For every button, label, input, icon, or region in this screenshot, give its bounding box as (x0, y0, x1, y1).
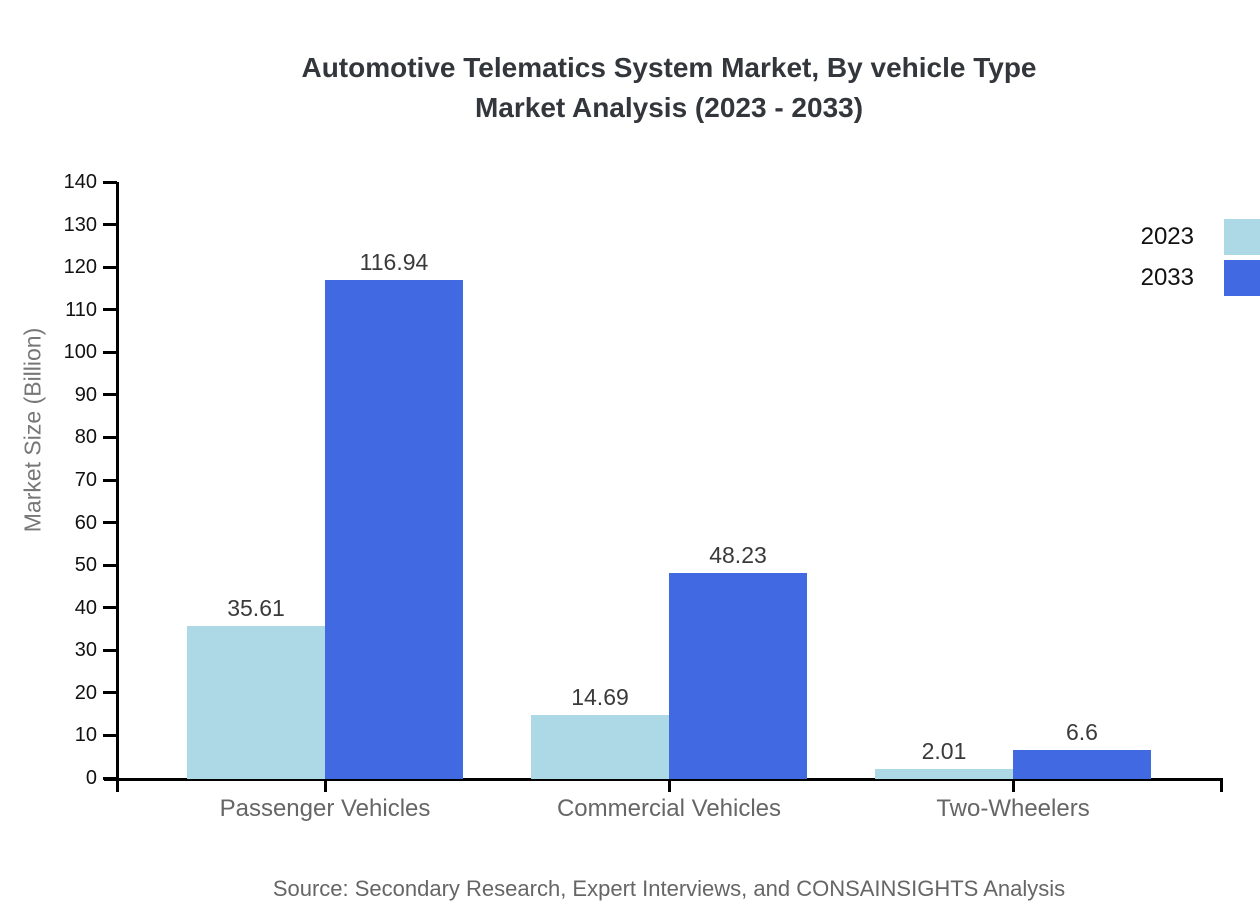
y-tick-label: 110 (65, 298, 97, 321)
bar-2023 (875, 769, 1013, 779)
bar-value-label: 48.23 (709, 541, 767, 568)
plot-area: 0 10 20 30 40 50 60 70 80 90 100 110 120 130 140 35.61 1… (64, 171, 1223, 822)
bar-2023 (531, 715, 669, 779)
bar-2023 (187, 626, 325, 779)
y-tick-label: 100 (63, 341, 97, 364)
y-tick-mark (103, 733, 117, 737)
x-tick-mark (323, 778, 327, 792)
bar-value-label: 116.94 (359, 249, 429, 276)
chart-title: Automotive Telematics System Market, By … (169, 48, 1169, 128)
y-tick-label: 80 (74, 426, 97, 449)
y-tick-mark (103, 691, 117, 695)
y-tick-mark (103, 563, 117, 567)
source-text: Source: Secondary Research, Expert Inter… (272, 876, 1066, 901)
y-tick-label: 90 (74, 383, 97, 406)
x-tick-mark (1011, 778, 1015, 792)
legend-row: 2023 (1141, 218, 1260, 255)
legend: 2023 2033 (1141, 218, 1260, 296)
y-axis-line (116, 182, 119, 792)
legend-swatch (1224, 218, 1260, 255)
x-tick-mark (115, 778, 119, 792)
y-tick-label: 140 (63, 171, 97, 193)
x-tick-mark (667, 778, 671, 792)
y-tick-mark (103, 308, 117, 312)
y-tick-label: 60 (74, 511, 97, 534)
bar-value-label: 6.6 (1066, 718, 1098, 745)
legend-label: 2023 (1140, 222, 1194, 250)
bar-value-label: 35.61 (227, 595, 285, 622)
y-tick-mark (103, 223, 117, 227)
x-tick-mark (1219, 778, 1223, 792)
y-tick-label: 20 (74, 681, 97, 704)
x-category-label: Commercial Vehicles (556, 795, 782, 822)
y-tick-mark (103, 180, 117, 184)
y-tick-label: 30 (74, 639, 97, 662)
x-category-label: Two-Wheelers (936, 795, 1090, 822)
chart-title-line2: Market Analysis (2023 - 2033) (474, 92, 864, 123)
bar-2033 (1013, 749, 1151, 779)
y-tick-mark (103, 521, 117, 525)
y-tick-mark (103, 393, 117, 397)
bar-value-label: 14.69 (571, 684, 629, 711)
y-tick-label: 120 (63, 256, 97, 279)
y-tick-label: 40 (74, 596, 97, 619)
chart-title-line1: Automotive Telematics System Market, By … (301, 52, 1037, 83)
y-tick-label: 130 (63, 213, 97, 236)
y-tick-label: 10 (74, 724, 97, 747)
y-tick-label: 70 (74, 469, 97, 491)
legend-swatch (1224, 259, 1260, 296)
y-tick-mark (103, 265, 117, 269)
y-tick-mark (103, 606, 117, 610)
bar-2033 (325, 280, 463, 779)
bar-value-label: 2.01 (921, 738, 967, 765)
x-axis-line (104, 778, 1222, 781)
y-tick-label: 50 (74, 554, 97, 577)
bar-2033 (669, 572, 807, 779)
y-tick-mark (103, 648, 117, 652)
y-tick-mark (103, 350, 117, 354)
y-tick-mark (103, 478, 117, 482)
legend-row: 2033 (1141, 259, 1260, 296)
y-tick-label: 0 (85, 767, 97, 789)
legend-label: 2033 (1140, 263, 1194, 291)
x-category-label: Passenger Vehicles (219, 795, 431, 822)
y-tick-mark (103, 435, 117, 439)
y-tick-mark (103, 776, 117, 780)
